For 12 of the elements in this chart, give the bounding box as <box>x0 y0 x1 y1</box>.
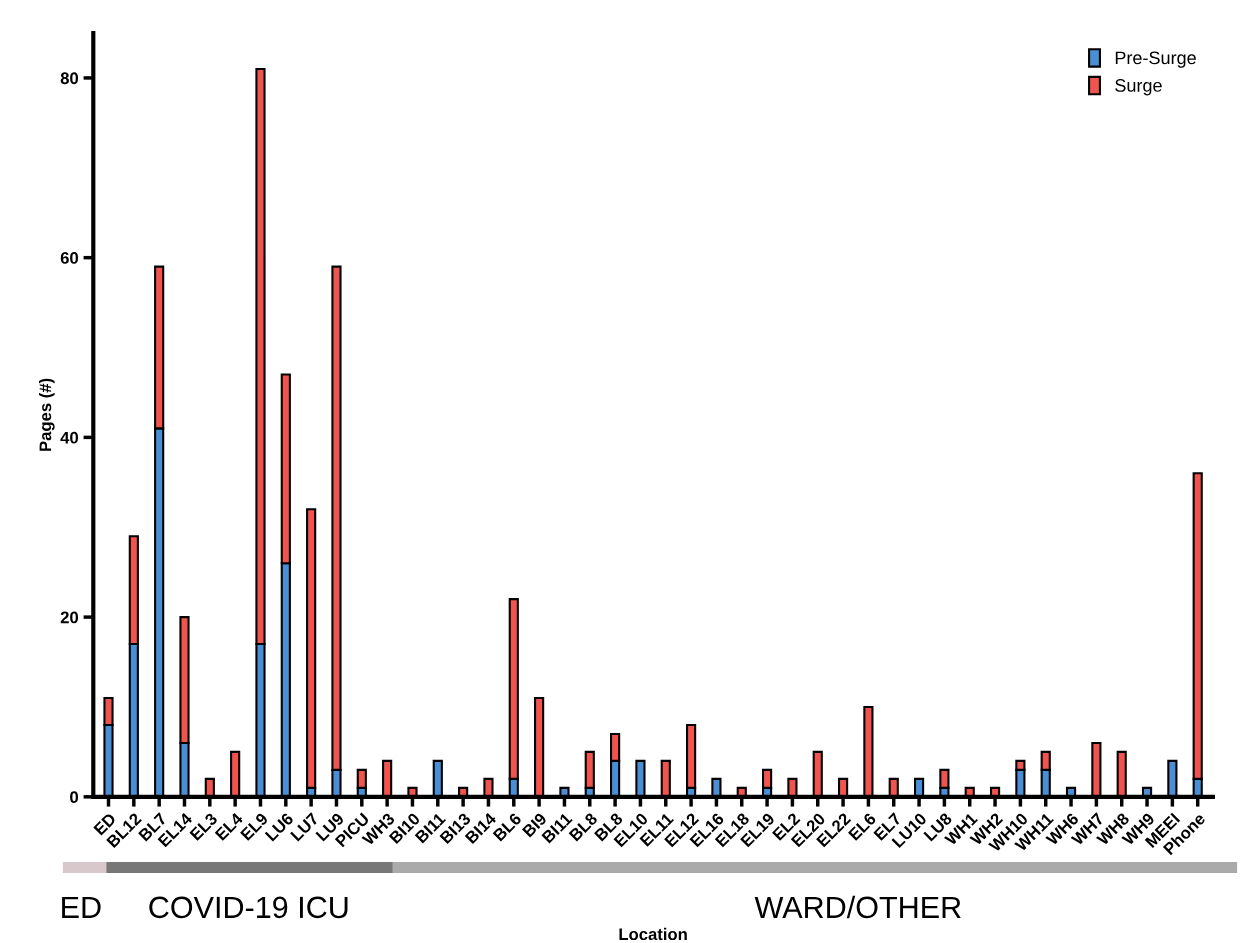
y-tick-label: 80 <box>60 72 79 85</box>
y-tick-label: 20 <box>60 611 79 624</box>
text: ED <box>62 896 101 918</box>
legend-label: Pre-Surge <box>1115 51 1196 68</box>
legend-label: Surge <box>1115 79 1162 96</box>
text: COVID-19 ICU <box>149 896 348 919</box>
x-axis-title: Location <box>619 927 687 941</box>
text: WARD/OTHER <box>754 895 961 919</box>
y-tick-label: 0 <box>70 791 79 804</box>
y-axis-title: Pages (#) <box>39 378 55 451</box>
y-tick-label: 40 <box>60 431 79 444</box>
y-tick-label: 60 <box>60 252 79 264</box>
